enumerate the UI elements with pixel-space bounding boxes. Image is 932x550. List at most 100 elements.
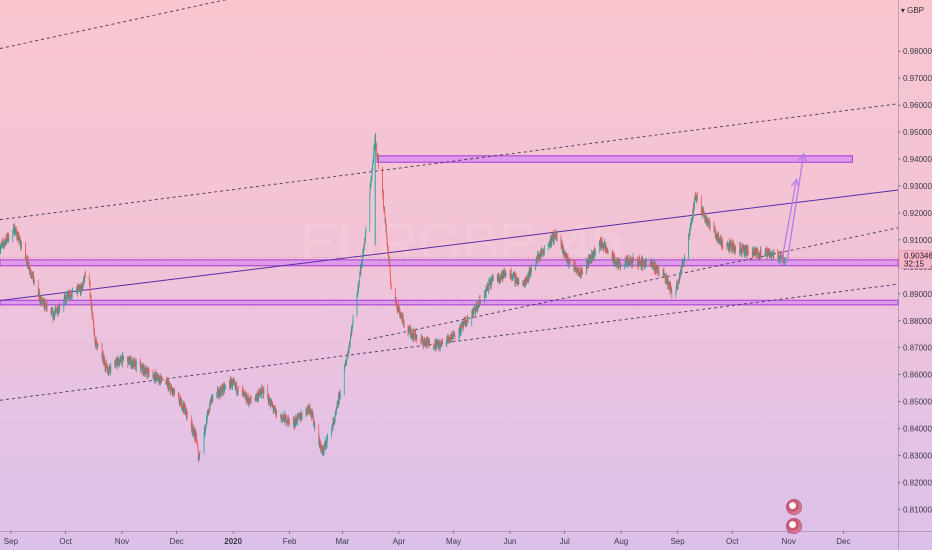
candle-body-811 <box>344 365 345 369</box>
candle-body-930 <box>394 288 396 300</box>
candle-body-178 <box>71 291 73 297</box>
candle-body-419 <box>174 390 175 392</box>
candle-body-539 <box>225 385 226 387</box>
projection-arrow-layer <box>780 156 803 263</box>
candle-body-918 <box>387 246 389 253</box>
candle-body-300 <box>127 357 128 359</box>
candle-body-1525 <box>644 265 646 268</box>
candle-body-936 <box>396 306 398 309</box>
candle-body-997 <box>422 338 424 340</box>
candle-body-467 <box>196 433 197 438</box>
candle-body-209 <box>85 273 86 277</box>
candle-body-1304 <box>552 239 553 241</box>
candle-body-349 <box>145 369 147 373</box>
candle-body-1379 <box>582 273 583 275</box>
candle-body-1425 <box>603 246 605 250</box>
candle-body-1285 <box>542 252 544 253</box>
chevron-down-icon: ▾ <box>900 6 905 15</box>
candle-body-511 <box>216 391 218 395</box>
candle-body-1283 <box>542 250 543 252</box>
candle-body-981 <box>414 332 415 336</box>
price-badge-countdown: 32:15 <box>904 260 925 269</box>
candle-body-830 <box>350 336 351 345</box>
candle-body-1468 <box>620 266 621 268</box>
candle-body-659 <box>276 410 277 418</box>
y-tick-label-5: 0.86000 <box>903 371 932 380</box>
candle-body-1813 <box>768 249 770 254</box>
candle-body-1079 <box>454 335 456 338</box>
x-tick-label-6: Mar <box>336 537 350 546</box>
candle-body-1349 <box>569 258 571 262</box>
candle-body-259 <box>107 366 109 370</box>
candle-body-721 <box>306 407 307 412</box>
candle-body-233 <box>95 339 97 341</box>
candle-body-34 <box>13 226 15 235</box>
event-icons[interactable] <box>784 498 804 534</box>
candle-body-692 <box>293 419 295 426</box>
candle-body-1169 <box>493 276 494 278</box>
candle-body-833 <box>350 329 352 334</box>
candle-body-533 <box>223 384 225 391</box>
candle-body-15 <box>4 242 5 247</box>
candle-body-761 <box>321 447 323 451</box>
candle-body-871 <box>369 186 371 195</box>
candle-body-1229 <box>518 281 520 284</box>
x-tick-label-1: Oct <box>59 537 72 546</box>
candle-body-1533 <box>650 262 652 266</box>
x-tick-label-5: Feb <box>283 537 297 546</box>
candle-body-899 <box>378 158 379 168</box>
candle-body-1650 <box>700 198 702 212</box>
candle-body-1610 <box>681 264 683 270</box>
y-tick-label-10: 0.91000 <box>903 236 932 245</box>
candle-body-83 <box>32 271 33 279</box>
candle-body-877 <box>371 171 373 178</box>
candle-body-463 <box>194 431 196 435</box>
candle-body-291 <box>120 357 122 362</box>
resistance-zone <box>376 155 853 163</box>
candle-body-1704 <box>721 238 722 245</box>
candle-body-1507 <box>639 259 640 264</box>
candle-body-1761 <box>745 248 747 255</box>
candle-body-1216 <box>514 274 516 282</box>
candle-body-1598 <box>677 280 679 286</box>
candle-body-179 <box>72 290 73 292</box>
candle-body-869 <box>365 227 367 232</box>
candle-body-1198 <box>505 274 507 277</box>
candle-body-101 <box>41 297 42 302</box>
candle-body-228 <box>94 336 96 340</box>
candle-body-107 <box>43 299 44 304</box>
candle-body-122 <box>51 310 52 314</box>
globe-icon[interactable] <box>786 499 802 515</box>
candle-body-1254 <box>529 272 531 277</box>
candle-body-797 <box>336 408 337 410</box>
candle-body-138 <box>56 309 57 311</box>
candle-body-58 <box>20 246 22 248</box>
candle-body-69 <box>27 259 29 264</box>
candle-body-957 <box>403 318 404 324</box>
candle-body-1289 <box>544 247 545 254</box>
candle-body-979 <box>413 330 415 339</box>
candle-body-839 <box>352 316 354 325</box>
candle-body-563 <box>236 383 237 392</box>
candle-body-1264 <box>536 257 538 260</box>
candle-body-779 <box>327 434 328 438</box>
candle-body-840 <box>356 294 358 317</box>
projection-arrow-0 <box>780 182 796 263</box>
candle-body-227 <box>94 329 95 337</box>
candle-body-1708 <box>722 240 723 245</box>
candle-body-1661 <box>704 213 705 218</box>
candle-body-1066 <box>450 335 452 340</box>
candle-body-42 <box>16 229 17 234</box>
candle-body-531 <box>222 386 224 392</box>
candle-body-167 <box>68 292 70 295</box>
candle-body-1340 <box>566 256 568 262</box>
candle-body-1137 <box>479 299 481 301</box>
currency-label[interactable]: ▾ GBP <box>901 6 924 15</box>
y-tick-label-4: 0.85000 <box>903 398 932 407</box>
flag-icon[interactable] <box>786 518 802 534</box>
candle-body-194 <box>80 284 82 294</box>
candle-body-260 <box>107 369 109 373</box>
candle-body-672 <box>283 414 285 418</box>
